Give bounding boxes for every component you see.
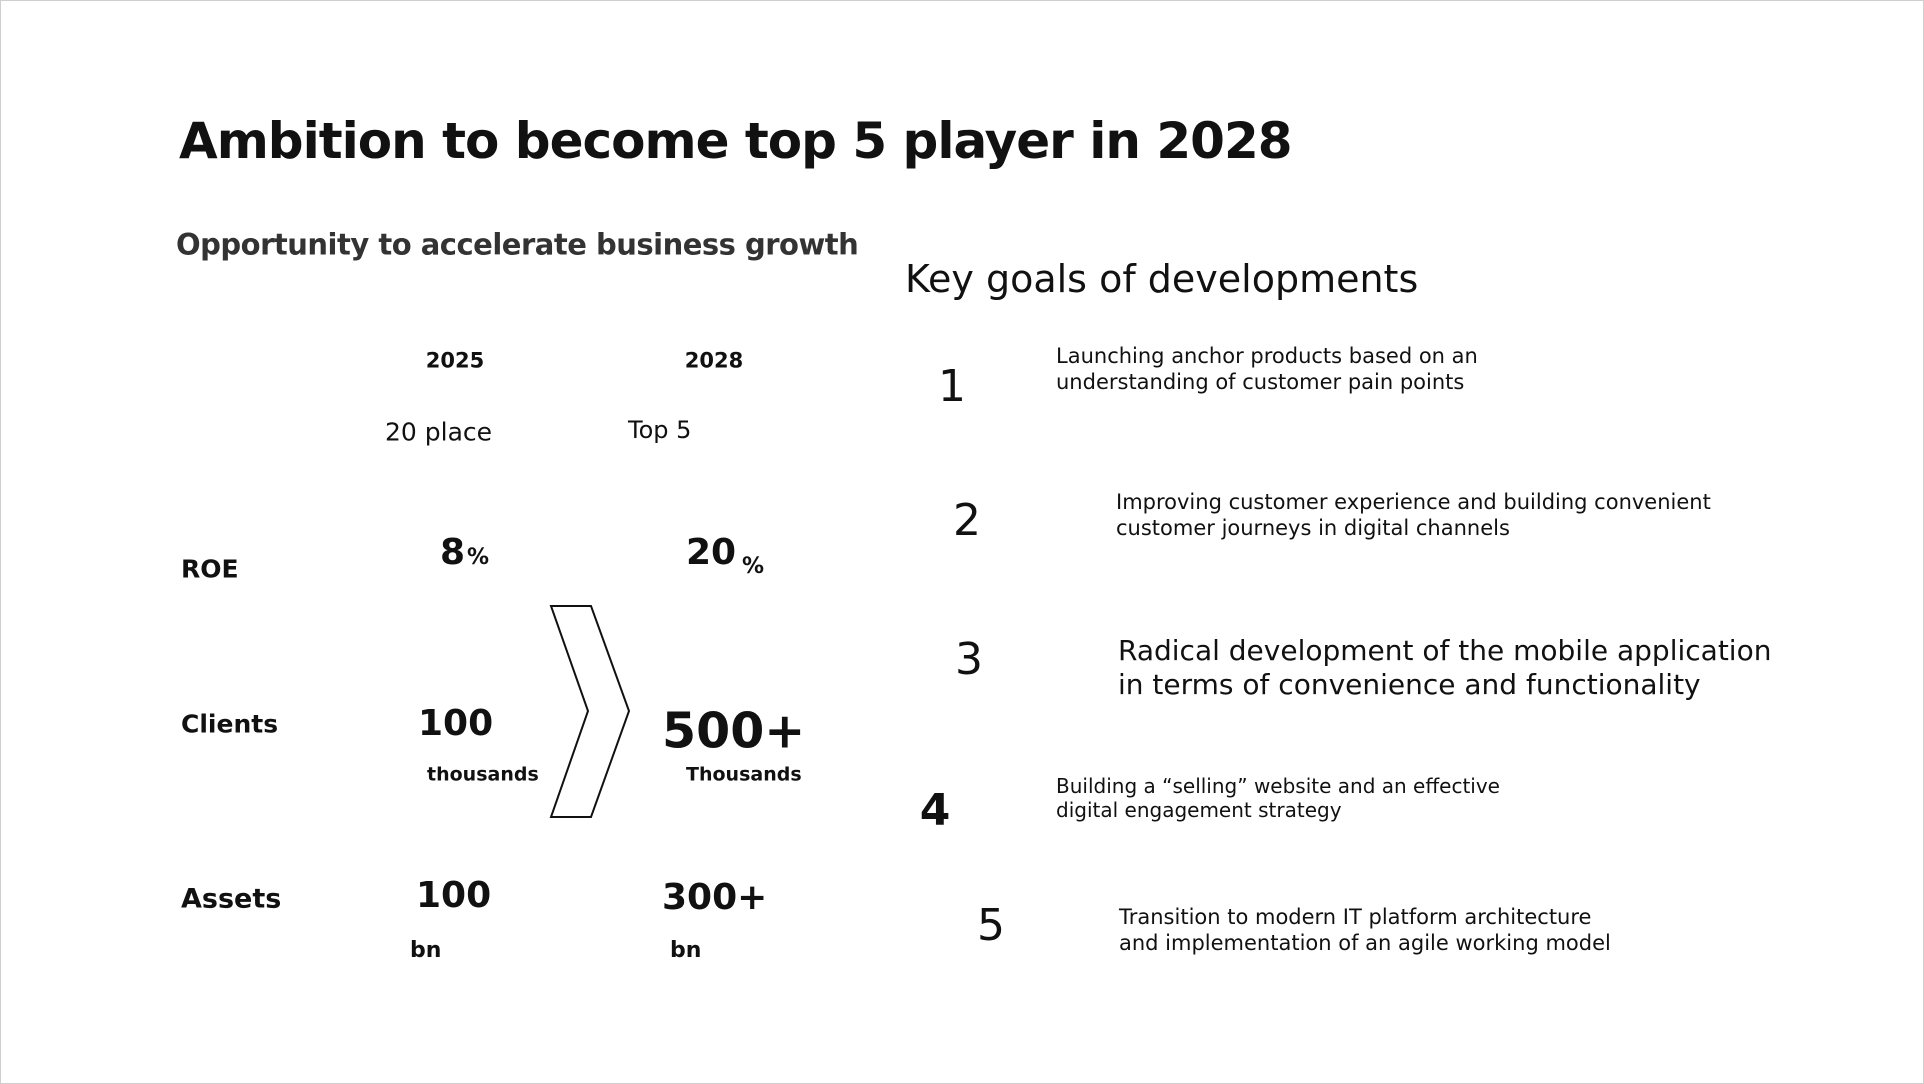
goal-line: Radical development of the mobile applic… [1118, 634, 1772, 667]
goal-text: Radical development of the mobile applic… [1118, 634, 1771, 702]
goal-line: understanding of customer pain points [1056, 370, 1465, 394]
metric-unit: % [467, 545, 490, 570]
goal-line: Building a “selling” website and an effe… [1056, 774, 1500, 798]
goal-text: Launching anchor products based on an und… [1056, 343, 1478, 395]
goal-text: Building a “selling” website and an effe… [1056, 774, 1500, 822]
goal-line: digital engagement strategy [1056, 798, 1342, 822]
metric-value: 100 [418, 703, 494, 744]
metric-unit: thousands [427, 763, 539, 786]
goal-text: Improving customer experience and buildi… [1116, 489, 1711, 541]
metric-unit: bn [410, 938, 442, 963]
metric-unit: % [742, 554, 765, 579]
column-header: 2028 [684, 348, 744, 373]
metric-value: 20 [686, 532, 737, 573]
goal-line: Improving customer experience and buildi… [1116, 490, 1711, 514]
goal-number: 5 [977, 900, 1005, 951]
metric-unit: bn [670, 938, 702, 963]
metric-value: 100 [416, 875, 492, 916]
goal-line: and implementation of an agile working m… [1119, 931, 1611, 955]
goal-number: 4 [919, 785, 951, 836]
metric-unit: Thousands [686, 763, 802, 786]
right-heading: Key goals of developments [905, 257, 1419, 301]
row-label: Assets [181, 883, 282, 915]
metric-value: 300+ [662, 877, 768, 918]
rank: Top 5 [628, 416, 692, 444]
left-heading: Opportunity to accelerate business growt… [176, 227, 859, 262]
goal-text: Transition to modern IT platform archite… [1119, 904, 1611, 956]
row-label: ROE [181, 554, 239, 584]
goal-line: customer journeys in digital channels [1116, 516, 1510, 540]
goal-number: 2 [953, 495, 981, 546]
column-header: 2025 [425, 348, 485, 373]
goal-line: in terms of convenience and functionalit… [1118, 668, 1701, 701]
metric-value: 8 [440, 532, 466, 573]
goal-line: Transition to modern IT platform archite… [1119, 905, 1592, 929]
metric-value: 500+ [662, 702, 806, 760]
goal-line: Launching anchor products based on an [1056, 344, 1478, 368]
chevron-arrow [549, 605, 631, 818]
row-label: Clients [181, 709, 279, 739]
rank: 20 place [385, 417, 493, 447]
goal-number: 1 [938, 361, 966, 412]
title: Ambition to become top 5 player in 2028 [179, 112, 1293, 170]
goal-number: 3 [955, 634, 983, 685]
